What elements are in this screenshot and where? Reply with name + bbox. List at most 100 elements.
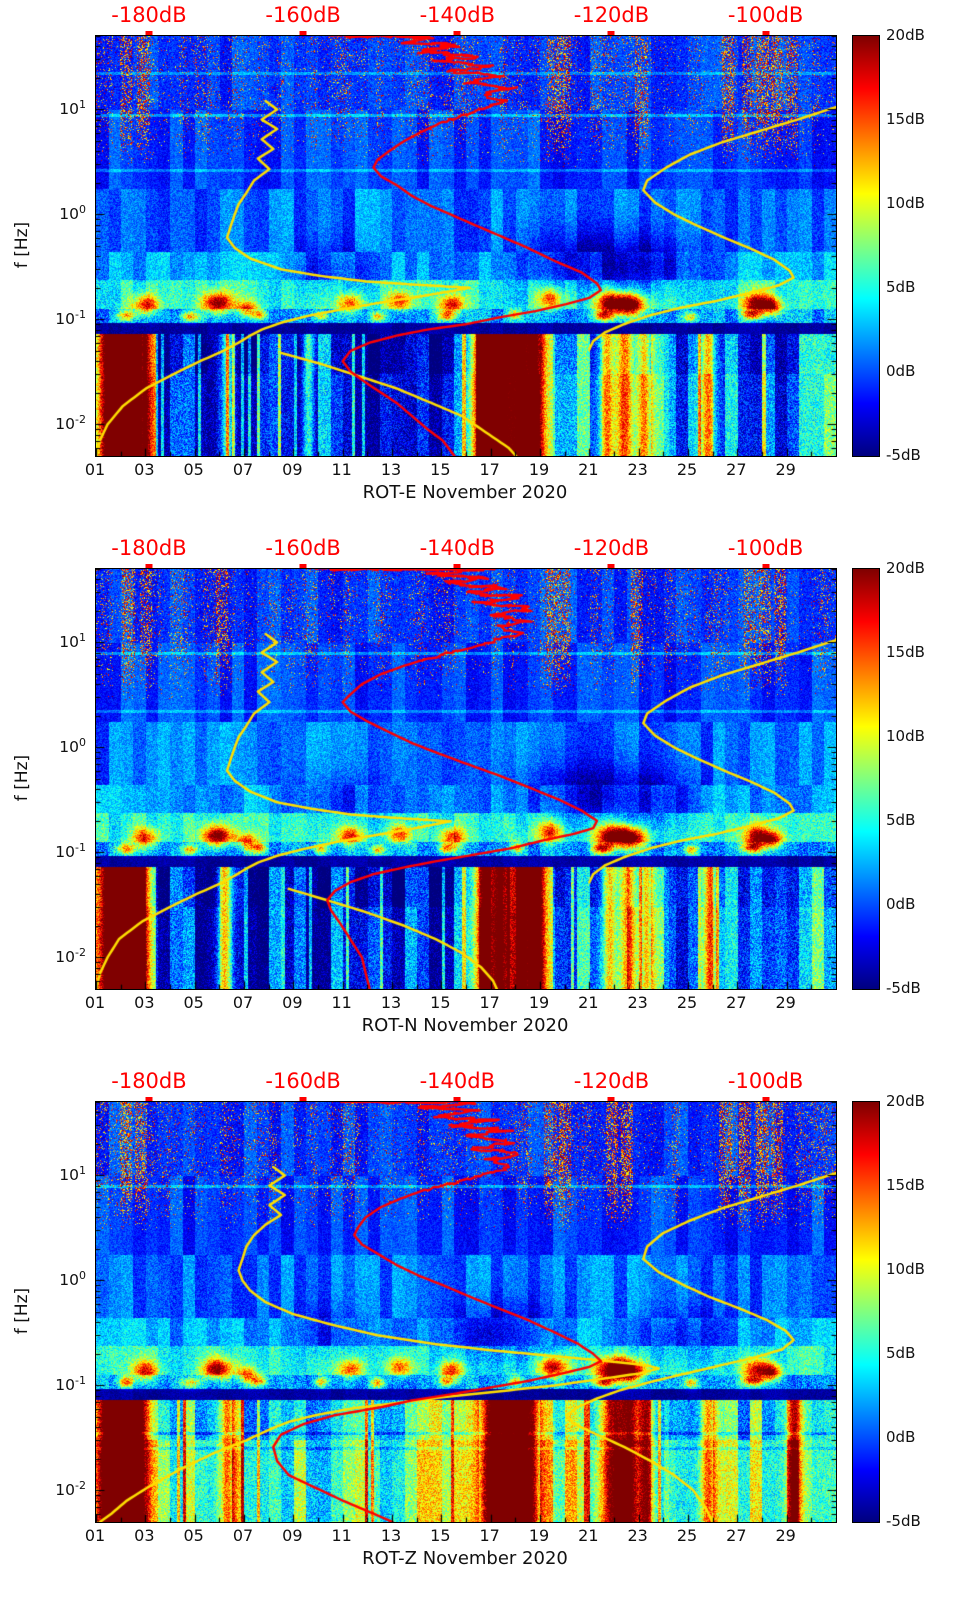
x-tick-label: 07 (232, 460, 254, 479)
panel-rot-z: -180dB -160dB -140dB -120dB -100dB f [Hz] 10… (0, 1066, 962, 1599)
x-tick-label: 03 (134, 1526, 155, 1545)
y-tick-base: 10 (55, 1376, 76, 1395)
y-tick-base: 10 (59, 205, 79, 224)
top-axis-tick-mark (762, 31, 770, 37)
y-tick-exponent: 0 (79, 203, 86, 217)
y-tick-base: 10 (59, 738, 79, 757)
x-tick-label: 15 (430, 460, 451, 479)
top-axis-tick-mark (299, 564, 307, 570)
x-tick-label: 01 (84, 1526, 106, 1545)
top-axis-tick-label: -100dB (727, 536, 804, 560)
x-tick-label: 05 (183, 460, 204, 479)
x-tick-label: 17 (479, 1526, 500, 1545)
x-tick-label: 17 (479, 460, 500, 479)
y-tick-label: 10-1 (55, 841, 86, 861)
x-tick-label: 21 (578, 460, 599, 479)
y-tick-label: 101 (59, 1164, 86, 1184)
top-axis-tick-label: -180dB (111, 536, 187, 560)
y-axis-label: f [Hz] (12, 221, 32, 269)
x-tick-label: 23 (627, 460, 648, 479)
x-tick-label: 29 (775, 460, 796, 479)
y-tick-base: 10 (55, 1481, 76, 1500)
y-tick-label: 101 (59, 98, 86, 118)
x-tick-label: 09 (282, 460, 303, 479)
x-tick-label: 25 (676, 993, 698, 1012)
top-axis-tick-label: -100dB (727, 1069, 804, 1093)
top-axis-tick-label: -120dB (573, 1069, 650, 1093)
top-axis-tick-label: -160dB (265, 536, 341, 560)
x-tick-label: 25 (676, 460, 698, 479)
top-axis-tick-label: -100dB (727, 3, 804, 27)
top-axis-tick-mark (607, 1097, 615, 1103)
y-tick-base: 10 (59, 1271, 79, 1290)
y-tick-exponent: -2 (75, 413, 86, 427)
x-tick-label: 29 (775, 1526, 796, 1545)
x-tick-label: 29 (775, 993, 796, 1012)
spectrogram-canvas (96, 36, 836, 456)
colorbar-gradient (853, 1102, 879, 1522)
top-axis-tick-label: -160dB (265, 1069, 341, 1093)
x-tick-label: 11 (331, 1526, 352, 1545)
top-axis-tick-label: -140dB (419, 3, 495, 27)
x-tick-label: 17 (479, 993, 500, 1012)
y-tick-exponent: -1 (75, 308, 86, 322)
spectrogram-plot (95, 568, 837, 990)
top-axis-tick-label: -180dB (111, 1069, 187, 1093)
spectrogram-canvas (96, 1102, 836, 1522)
colorbar-tick-label: 10dB (886, 194, 925, 212)
y-tick-label: 10-2 (55, 946, 86, 966)
x-tick-label: 03 (134, 460, 155, 479)
colorbar-tick-label: 15dB (886, 110, 925, 128)
x-tick-label: 15 (430, 1526, 451, 1545)
x-tick-label: 13 (380, 993, 402, 1012)
x-tick-label: 13 (380, 1526, 402, 1545)
top-axis-tick-mark (607, 564, 615, 570)
y-tick-label: 101 (59, 631, 86, 651)
colorbar-tick-label: 0dB (886, 362, 916, 380)
colorbar-gradient (853, 36, 879, 456)
top-axis-tick-mark (762, 1097, 770, 1103)
top-axis-tick-mark (453, 31, 461, 37)
x-tick-label: 19 (528, 460, 550, 479)
x-tick-label: 09 (282, 1526, 303, 1545)
y-tick-exponent: 0 (79, 736, 86, 750)
colorbar-tick-label: 0dB (886, 895, 916, 913)
y-tick-exponent: -2 (75, 946, 86, 960)
spectrogram-plot (95, 35, 837, 457)
top-axis-tick-label: -160dB (265, 3, 341, 27)
y-tick-label: 100 (59, 736, 86, 756)
y-tick-base: 10 (59, 1166, 79, 1185)
y-tick-label: 10-2 (55, 1479, 86, 1499)
y-tick-base: 10 (55, 948, 76, 967)
y-tick-base: 10 (59, 633, 79, 652)
y-tick-label: 100 (59, 1269, 86, 1289)
spectrogram-plot (95, 1101, 837, 1523)
y-tick-exponent: 1 (79, 631, 86, 645)
colorbar-tick-label: 0dB (886, 1428, 916, 1446)
x-tick-label: 05 (183, 1526, 204, 1545)
colorbar-tick-label: 15dB (886, 1176, 925, 1194)
y-tick-exponent: 0 (79, 1269, 86, 1283)
top-axis-tick-mark (453, 1097, 461, 1103)
y-tick-exponent: -2 (75, 1479, 86, 1493)
colorbar (852, 35, 880, 457)
colorbar (852, 1101, 880, 1523)
x-tick-label: 19 (528, 1526, 550, 1545)
x-tick-label: 19 (528, 993, 550, 1012)
top-axis-tick-mark (145, 31, 153, 37)
colorbar-tick-label: -5dB (886, 446, 921, 464)
top-axis-tick-mark (145, 564, 153, 570)
x-tick-label: 25 (676, 1526, 698, 1545)
top-axis-tick-mark (762, 564, 770, 570)
colorbar-tick-label: 20dB (886, 26, 925, 44)
x-tick-label: 27 (726, 460, 747, 479)
colorbar-tick-label: 5dB (886, 278, 916, 296)
top-axis-tick-label: -180dB (111, 3, 187, 27)
top-axis-tick-mark (299, 1097, 307, 1103)
y-axis-label: f [Hz] (12, 754, 32, 802)
colorbar-tick-label: -5dB (886, 1512, 921, 1530)
x-axis-title: ROT-E November 2020 (362, 482, 568, 503)
y-tick-base: 10 (55, 843, 76, 862)
x-tick-label: 15 (430, 993, 451, 1012)
